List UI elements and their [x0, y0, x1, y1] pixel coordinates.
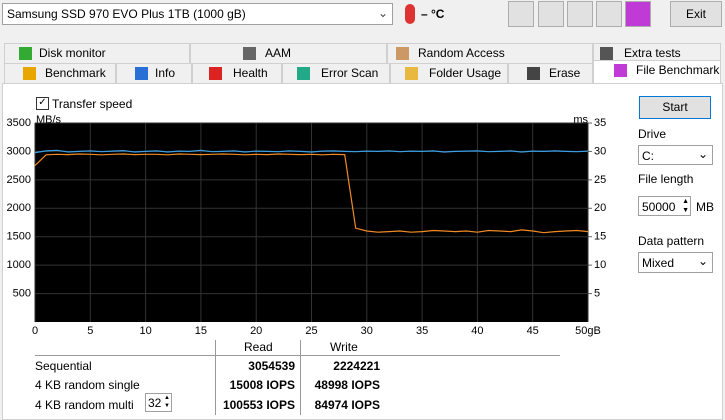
cell: 48998 IOPS	[314, 378, 380, 392]
value: 50000	[642, 200, 676, 214]
tab-label: Disk monitor	[39, 46, 106, 60]
checkbox[interactable]: ✓	[36, 97, 49, 110]
queue-depth-input[interactable]: 32 ▲ ▼	[145, 393, 172, 412]
tab-label: Random Access	[418, 46, 505, 60]
x-tick-label: 45	[527, 325, 539, 337]
column-header: Write	[330, 340, 358, 354]
tab[interactable]: Erase	[508, 63, 593, 83]
exit-button[interactable]: Exit	[670, 1, 722, 27]
screenshot-button[interactable]	[567, 1, 593, 27]
drive-name: Samsung SSD 970 EVO Plus 1TB (1000 gB)	[7, 7, 246, 21]
x-tick-label: 15	[195, 325, 207, 337]
tab-label: Extra tests	[624, 46, 681, 60]
y2-tick-label: 15	[594, 231, 606, 243]
tab-label: Error Scan	[321, 66, 379, 80]
value: 32	[148, 396, 162, 410]
y-tick-label: 1000	[7, 259, 31, 271]
label: Drive	[638, 127, 667, 141]
y2-tick-label: 35	[594, 117, 606, 129]
series-line	[34, 153, 589, 234]
tab[interactable]: Folder Usage	[390, 63, 508, 83]
x-tick-label: 10	[139, 325, 151, 337]
tab-label: Folder Usage	[429, 66, 502, 80]
copy-button[interactable]	[508, 1, 534, 27]
value: Mixed	[642, 256, 675, 270]
drive-select[interactable]: C: ⌄	[638, 145, 713, 165]
tab-label: AAM	[265, 46, 292, 60]
y2-tick-label: 25	[594, 174, 606, 186]
x-tick-label: 25	[305, 325, 317, 337]
tab[interactable]: Disk monitor	[4, 43, 190, 63]
x-tick-label: 35	[416, 325, 428, 337]
tab[interactable]: Error Scan	[282, 63, 390, 83]
y-tick-label: 3500	[7, 117, 31, 129]
tab-active[interactable]: File Benchmark	[593, 60, 721, 84]
drive-select[interactable]: Samsung SSD 970 EVO Plus 1TB (1000 gB) ⌄	[2, 3, 393, 25]
cell: 84974 IOPS	[314, 398, 380, 412]
cell: 100553 IOPS	[222, 398, 295, 412]
tab[interactable]: Extra tests	[593, 43, 721, 63]
pattern-select[interactable]: Mixed ⌄	[638, 252, 713, 273]
tab[interactable]: Health	[192, 63, 282, 83]
y-tick-label: 2000	[7, 202, 31, 214]
label: Data pattern	[638, 234, 705, 248]
tab-label: Health	[233, 66, 268, 80]
chart: MB/s ms 500 1000 1500 2000 2500 3000 3500 5 10 15…	[7, 114, 607, 337]
unit: MB	[696, 200, 714, 214]
y-tick-label: 3000	[7, 145, 31, 157]
y2-tick-label: 20	[594, 202, 606, 214]
tab[interactable]: Info	[116, 63, 192, 83]
divider	[215, 340, 216, 415]
save-button[interactable]	[625, 1, 651, 27]
column-header: Read	[244, 340, 273, 354]
tab[interactable]: Benchmark	[4, 63, 116, 83]
row-label: Sequential	[35, 359, 92, 373]
start-button[interactable]: Start	[639, 96, 711, 119]
options-button[interactable]	[596, 1, 622, 27]
divider	[300, 340, 301, 415]
tab-label: Info	[155, 66, 176, 80]
x-tick-label: 20	[250, 325, 262, 337]
copy-button[interactable]	[538, 1, 564, 27]
tab-label: Erase	[549, 66, 581, 80]
x-tick-label: 40	[471, 325, 483, 337]
row-label: 4 KB random multi	[35, 398, 134, 412]
y2-tick-label: 30	[594, 145, 606, 157]
thermometer-icon	[405, 4, 415, 24]
y-axis-label: MB/s	[36, 114, 62, 126]
x-tick-label: 50gB	[575, 325, 601, 337]
temperature: – °C	[421, 7, 445, 21]
label: File length	[638, 172, 694, 186]
divider	[35, 355, 560, 356]
x-tick-label: 30	[361, 325, 373, 337]
y-tick-label: 2500	[7, 174, 31, 186]
tab[interactable]: AAM	[190, 43, 387, 63]
row-label: 4 KB random single	[35, 378, 140, 392]
value: C:	[642, 149, 654, 163]
tab[interactable]: Random Access	[387, 43, 593, 63]
y-tick-label: 500	[13, 287, 31, 299]
y-tick-label: 1500	[7, 231, 31, 243]
cell: 15008 IOPS	[229, 378, 295, 392]
y2-axis-label: ms	[573, 114, 588, 126]
series-line	[34, 149, 589, 154]
tab-label: File Benchmark	[636, 63, 720, 77]
checkbox-label: Transfer speed	[52, 97, 133, 111]
tab-label: Benchmark	[45, 66, 106, 80]
y2-tick-label: 5	[594, 287, 600, 299]
y2-tick-label: 10	[594, 259, 606, 271]
cell: 2224221	[333, 359, 380, 373]
cell: 3054539	[248, 359, 295, 373]
x-tick-label: 0	[32, 325, 38, 337]
file-length-input[interactable]: 50000 ▲ ▼	[638, 196, 691, 216]
x-tick-label: 5	[87, 325, 93, 337]
